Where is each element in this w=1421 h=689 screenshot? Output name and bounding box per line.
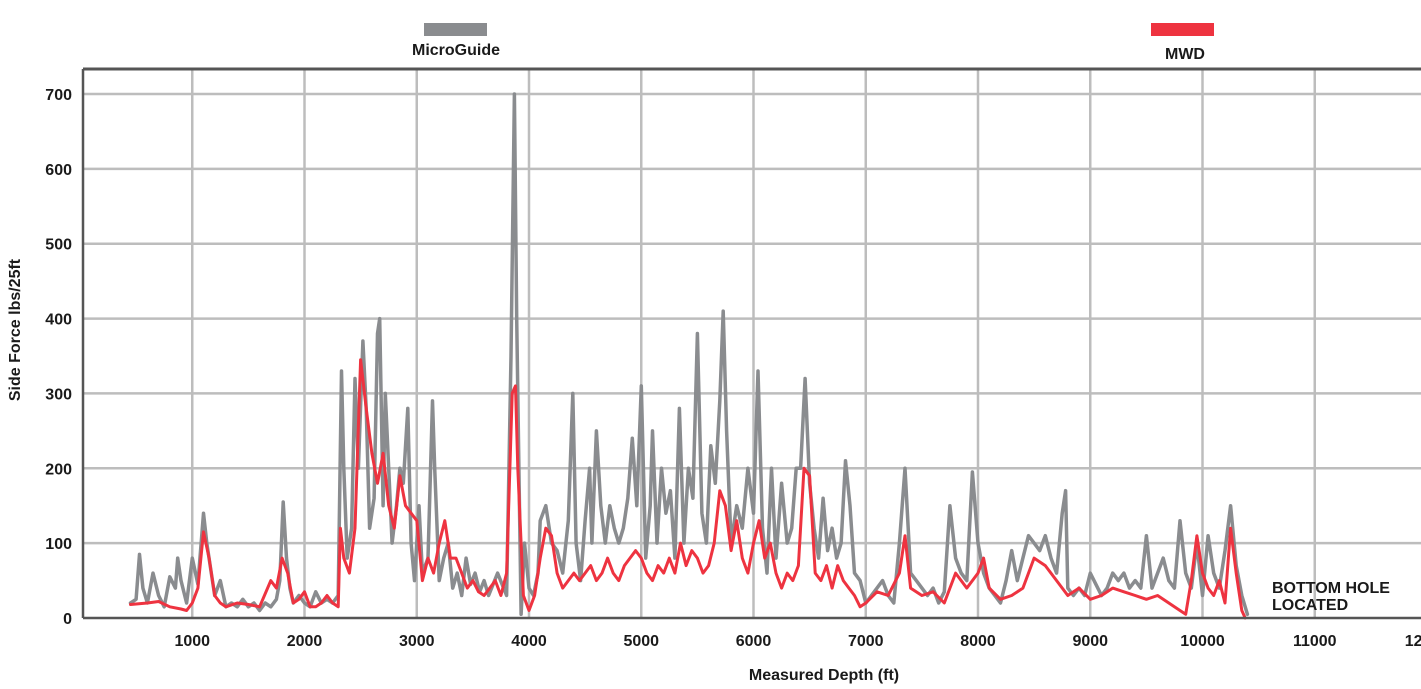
legend-swatch-microguide	[424, 23, 487, 36]
series-layer	[128, 92, 1250, 620]
y-tick-label-100: 100	[45, 536, 72, 553]
x-tick-label-5000: 5000	[623, 633, 659, 650]
x-tick-label-8000: 8000	[960, 633, 996, 650]
x-tick-label-11000: 11000	[1293, 633, 1337, 650]
x-tick-label-2000: 2000	[287, 633, 323, 650]
y-tick-label-700: 700	[45, 87, 72, 104]
legend-label-microguide: MicroGuide	[412, 42, 500, 59]
x-tick-label-9000: 9000	[1072, 633, 1108, 650]
x-tick-label-1000: 1000	[174, 633, 210, 650]
series-line-mwd	[129, 358, 1247, 620]
x-tick-label-7000: 7000	[848, 633, 884, 650]
y-tick-label-400: 400	[45, 312, 72, 329]
x-tick-label-6000: 6000	[736, 633, 772, 650]
y-tick-label-600: 600	[45, 162, 72, 179]
annotation-line-2: LOCATED	[1272, 597, 1348, 614]
annotation-line-1: BOTTOM HOLE	[1272, 580, 1390, 597]
y-axis-title: Side Force lbs/25ft	[7, 258, 24, 401]
x-tick-label-3000: 3000	[399, 633, 435, 650]
y-tick-label-500: 500	[45, 237, 72, 254]
x-axis-title: Measured Depth (ft)	[749, 667, 899, 684]
legend-label-mwd: MWD	[1165, 46, 1205, 63]
grid-layer	[83, 69, 1421, 618]
y-tick-label-300: 300	[45, 386, 72, 403]
x-tick-label-4000: 4000	[511, 633, 547, 650]
axis-layer: 1000 2000 3000 4000 5000 6000 7000 8000 9000 1000…	[45, 67, 1421, 650]
x-tick-label-12000: 12000	[1405, 633, 1421, 650]
legend: MicroGuide MWD	[412, 23, 1214, 63]
y-tick-label-0: 0	[63, 611, 72, 628]
y-tick-label-200: 200	[45, 461, 72, 478]
series-line-microguide	[128, 92, 1250, 617]
bottom-hole-annotation: BOTTOM HOLE LOCATED	[1272, 580, 1390, 614]
legend-swatch-mwd	[1151, 23, 1214, 36]
x-tick-label-10000: 10000	[1180, 633, 1225, 650]
